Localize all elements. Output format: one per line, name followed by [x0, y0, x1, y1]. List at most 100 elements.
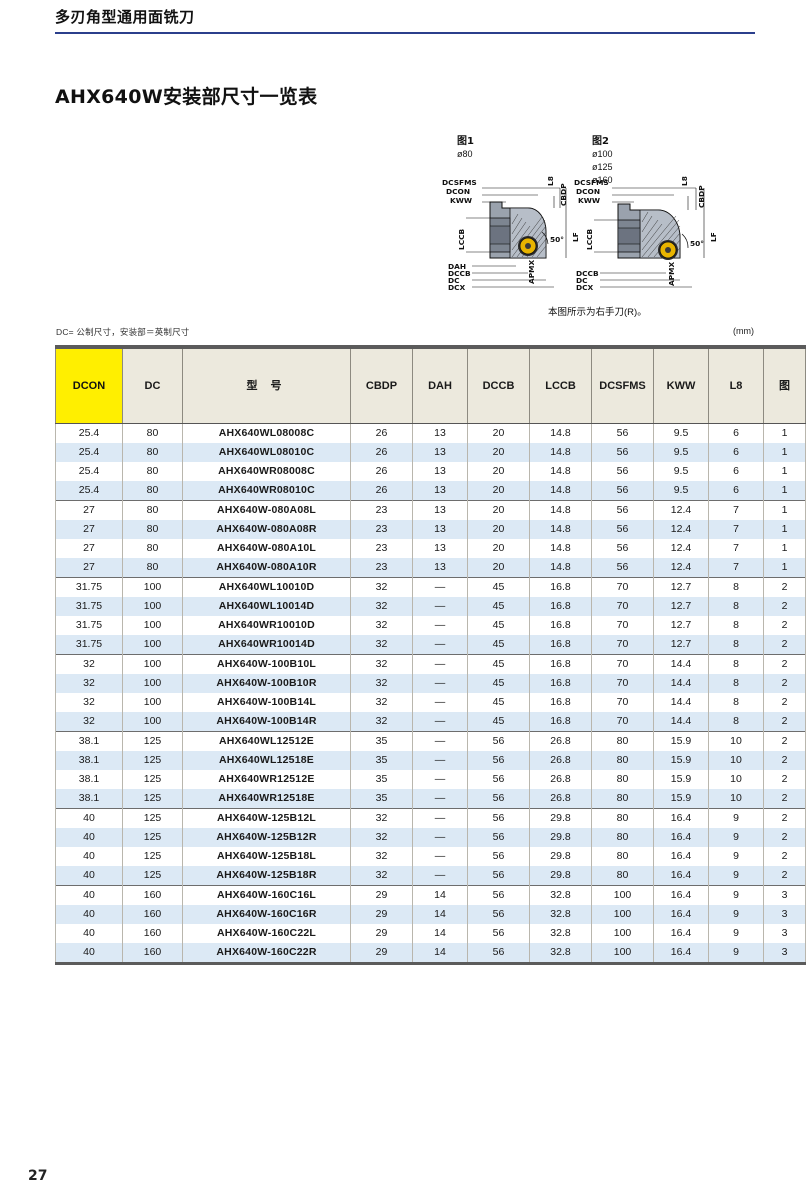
cell-kww: 14.4	[653, 693, 709, 712]
cell-l8: 8	[708, 712, 764, 732]
cell-dah: —	[412, 635, 468, 655]
cell-model: AHX640WL10010D	[182, 577, 351, 597]
figure-1-caption: 图1	[457, 136, 474, 147]
cell-dcsfms: 80	[591, 866, 654, 886]
table-row: 40 125 AHX640W-125B18L 32—56 29.8 80 16.4 9 2	[55, 847, 806, 866]
cell-kww: 14.4	[653, 674, 709, 693]
cell-dcsfms: 80	[591, 731, 654, 751]
cell-cbdp: 32	[350, 616, 413, 635]
table-row: 40 160 AHX640W-160C22R 29 14 56 32.8 100 16.4 9 3	[55, 943, 806, 965]
cell-dc: 160	[122, 905, 183, 924]
column-header-lccb: LCCB	[529, 345, 592, 424]
column-header-model: 型 号	[182, 345, 351, 424]
cell-dah: —	[412, 770, 468, 789]
cell-l8: 6	[708, 462, 764, 481]
cell-lccb: 32.8	[529, 885, 592, 905]
cell-lccb: 29.8	[529, 847, 592, 866]
figure-2-diameter-0: ø100	[592, 149, 613, 159]
running-title: 多刃角型通用面铣刀	[55, 8, 195, 26]
table-row: 40 125 AHX640W-125B18R 32—56 29.8 80 16.4 9 2	[55, 866, 806, 886]
table-row: 38.1 125 AHX640WL12518E 35—56 26.8 80 15.9 10 2	[55, 751, 806, 770]
cell-l8: 9	[708, 924, 764, 943]
cell-dccb: 20	[467, 443, 530, 462]
cell-dah: —	[412, 847, 468, 866]
column-header-l8: L8	[708, 345, 764, 424]
cell-l8: 8	[708, 654, 764, 674]
svg-text:DAH: DAH	[448, 262, 466, 271]
cell-dccb: 56	[467, 847, 530, 866]
cell-dc: 125	[122, 751, 183, 770]
cell-lccb: 16.8	[529, 712, 592, 732]
cell-dcsfms: 80	[591, 770, 654, 789]
cell-model: AHX640W-080A10R	[182, 558, 351, 578]
svg-text:APMX: APMX	[527, 260, 536, 284]
cell-dc: 100	[122, 597, 183, 616]
cell-lccb: 16.8	[529, 597, 592, 616]
cell-dcsfms: 70	[591, 654, 654, 674]
cell-l8: 9	[708, 885, 764, 905]
cell-dc: 80	[122, 539, 183, 558]
cell-model: AHX640WL12512E	[182, 731, 351, 751]
cell-dah: 14	[412, 905, 468, 924]
cell-dcsfms: 56	[591, 481, 654, 501]
cell-cbdp: 23	[350, 539, 413, 558]
cell-dah: 14	[412, 943, 468, 965]
cell-dcsfms: 80	[591, 751, 654, 770]
svg-text:KWW: KWW	[578, 196, 600, 205]
cell-dcon: 38.1	[55, 751, 123, 770]
cell-dccb: 45	[467, 674, 530, 693]
cell-lccb: 29.8	[529, 828, 592, 847]
cell-dccb: 20	[467, 423, 530, 443]
svg-text:DCON: DCON	[576, 187, 600, 196]
cell-cbdp: 32	[350, 847, 413, 866]
cell-dcsfms: 56	[591, 443, 654, 462]
cell-l8: 8	[708, 597, 764, 616]
svg-text:KWW: KWW	[450, 196, 472, 205]
column-header-figure: 图	[763, 345, 806, 424]
cell-dcon: 27	[55, 539, 123, 558]
cell-fig: 1	[763, 443, 806, 462]
cell-model: AHX640W-100B14L	[182, 693, 351, 712]
cell-l8: 7	[708, 539, 764, 558]
cell-dccb: 45	[467, 616, 530, 635]
cell-kww: 16.4	[653, 828, 709, 847]
cell-cbdp: 32	[350, 712, 413, 732]
cell-model: AHX640W-125B18R	[182, 866, 351, 886]
cell-cbdp: 32	[350, 597, 413, 616]
figure-1-diameter-0: ø80	[457, 149, 473, 159]
cell-fig: 2	[763, 808, 806, 828]
cell-dcsfms: 80	[591, 828, 654, 847]
table-row: 38.1 125 AHX640WL12512E 35—56 26.8 80 15.9 10 2	[55, 731, 806, 751]
page-number: 27	[28, 1168, 48, 1184]
table-row: 31.75 100 AHX640WR10010D 32—45 16.8 70 12.7 8 2	[55, 616, 806, 635]
table-row: 32 100 AHX640W-100B10L 32—45 16.8 70 14.4 8 2	[55, 654, 806, 674]
cell-dc: 125	[122, 847, 183, 866]
cell-kww: 9.5	[653, 481, 709, 501]
cell-lccb: 26.8	[529, 770, 592, 789]
cell-l8: 10	[708, 751, 764, 770]
cell-dah: 13	[412, 500, 468, 520]
table-row: 27 80 AHX640W-080A08L 23 13 20 14.8 56 12.4 7 1	[55, 500, 806, 520]
cell-model: AHX640WL12518E	[182, 751, 351, 770]
cell-model: AHX640W-160C16L	[182, 885, 351, 905]
cell-dccb: 56	[467, 789, 530, 809]
cell-kww: 9.5	[653, 443, 709, 462]
running-header: 多刃角型通用面铣刀	[55, 6, 755, 34]
cell-dcsfms: 70	[591, 674, 654, 693]
table-row: 25.4 80 AHX640WR08008C 26 13 20 14.8 56 9.5 6 1	[55, 462, 806, 481]
cell-l8: 8	[708, 693, 764, 712]
cell-fig: 2	[763, 731, 806, 751]
cell-model: AHX640WR08010C	[182, 481, 351, 501]
cell-fig: 1	[763, 558, 806, 578]
cell-kww: 12.7	[653, 577, 709, 597]
cell-dcon: 31.75	[55, 616, 123, 635]
cell-dcon: 27	[55, 558, 123, 578]
cell-cbdp: 32	[350, 828, 413, 847]
cell-cbdp: 26	[350, 423, 413, 443]
cell-dccb: 20	[467, 481, 530, 501]
cell-dcon: 31.75	[55, 597, 123, 616]
cell-lccb: 16.8	[529, 674, 592, 693]
cell-dcsfms: 70	[591, 597, 654, 616]
cell-lccb: 32.8	[529, 924, 592, 943]
cell-dccb: 56	[467, 828, 530, 847]
